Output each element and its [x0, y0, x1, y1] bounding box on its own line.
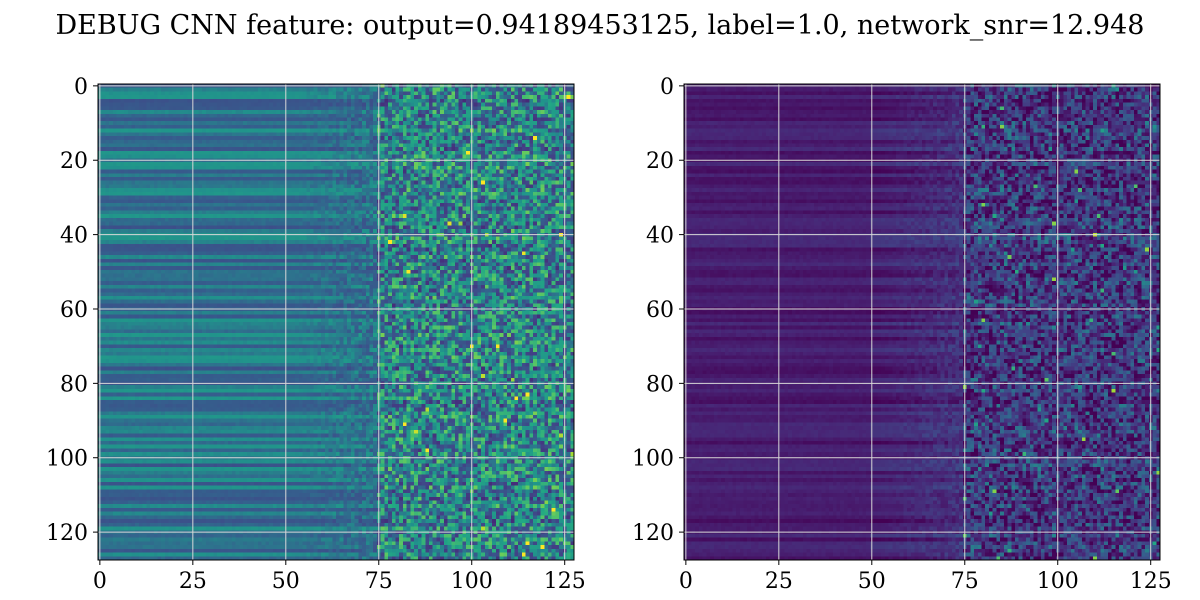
- y-tick-label: 0: [660, 75, 674, 100]
- heatmap-image: [684, 84, 1160, 560]
- x-tick-label: 75: [951, 569, 979, 594]
- y-tick-label: 80: [646, 372, 674, 397]
- x-tick-label: 0: [93, 569, 107, 594]
- x-tick-label: 0: [679, 569, 693, 594]
- heatmap-image: [98, 84, 574, 560]
- y-tick-label: 40: [646, 224, 674, 249]
- x-tick-label: 25: [179, 569, 207, 594]
- y-tick-label: 60: [60, 298, 88, 323]
- x-tick-label: 100: [451, 569, 493, 594]
- heatmap-right: 0 25 50 75 100 125 0 20 40 60 80 100 120: [632, 75, 1172, 594]
- y-tick-label: 40: [60, 224, 88, 249]
- y-tick-label: 120: [632, 521, 674, 546]
- y-tick-label: 0: [74, 75, 88, 100]
- y-tick-label: 80: [60, 372, 88, 397]
- x-tick-label: 25: [765, 569, 793, 594]
- y-tick-label: 20: [646, 149, 674, 174]
- axes-frame: [97, 83, 575, 561]
- axes-frame: [683, 83, 1161, 561]
- heatmap-left: 0 25 50 75 100 125 0 20 40 60 80 100 120: [46, 75, 586, 594]
- y-tick-label: 120: [46, 521, 88, 546]
- x-tick-label: 100: [1037, 569, 1079, 594]
- x-tick-label: 75: [365, 569, 393, 594]
- y-tick-label: 20: [60, 149, 88, 174]
- y-tick-label: 100: [632, 447, 674, 472]
- figure-title: DEBUG CNN feature: output=0.94189453125,…: [56, 10, 1145, 41]
- x-tick-label: 125: [544, 569, 586, 594]
- y-tick-label: 100: [46, 447, 88, 472]
- x-tick-label: 50: [272, 569, 300, 594]
- x-tick-label: 125: [1130, 569, 1172, 594]
- y-tick-label: 60: [646, 298, 674, 323]
- x-tick-label: 50: [858, 569, 886, 594]
